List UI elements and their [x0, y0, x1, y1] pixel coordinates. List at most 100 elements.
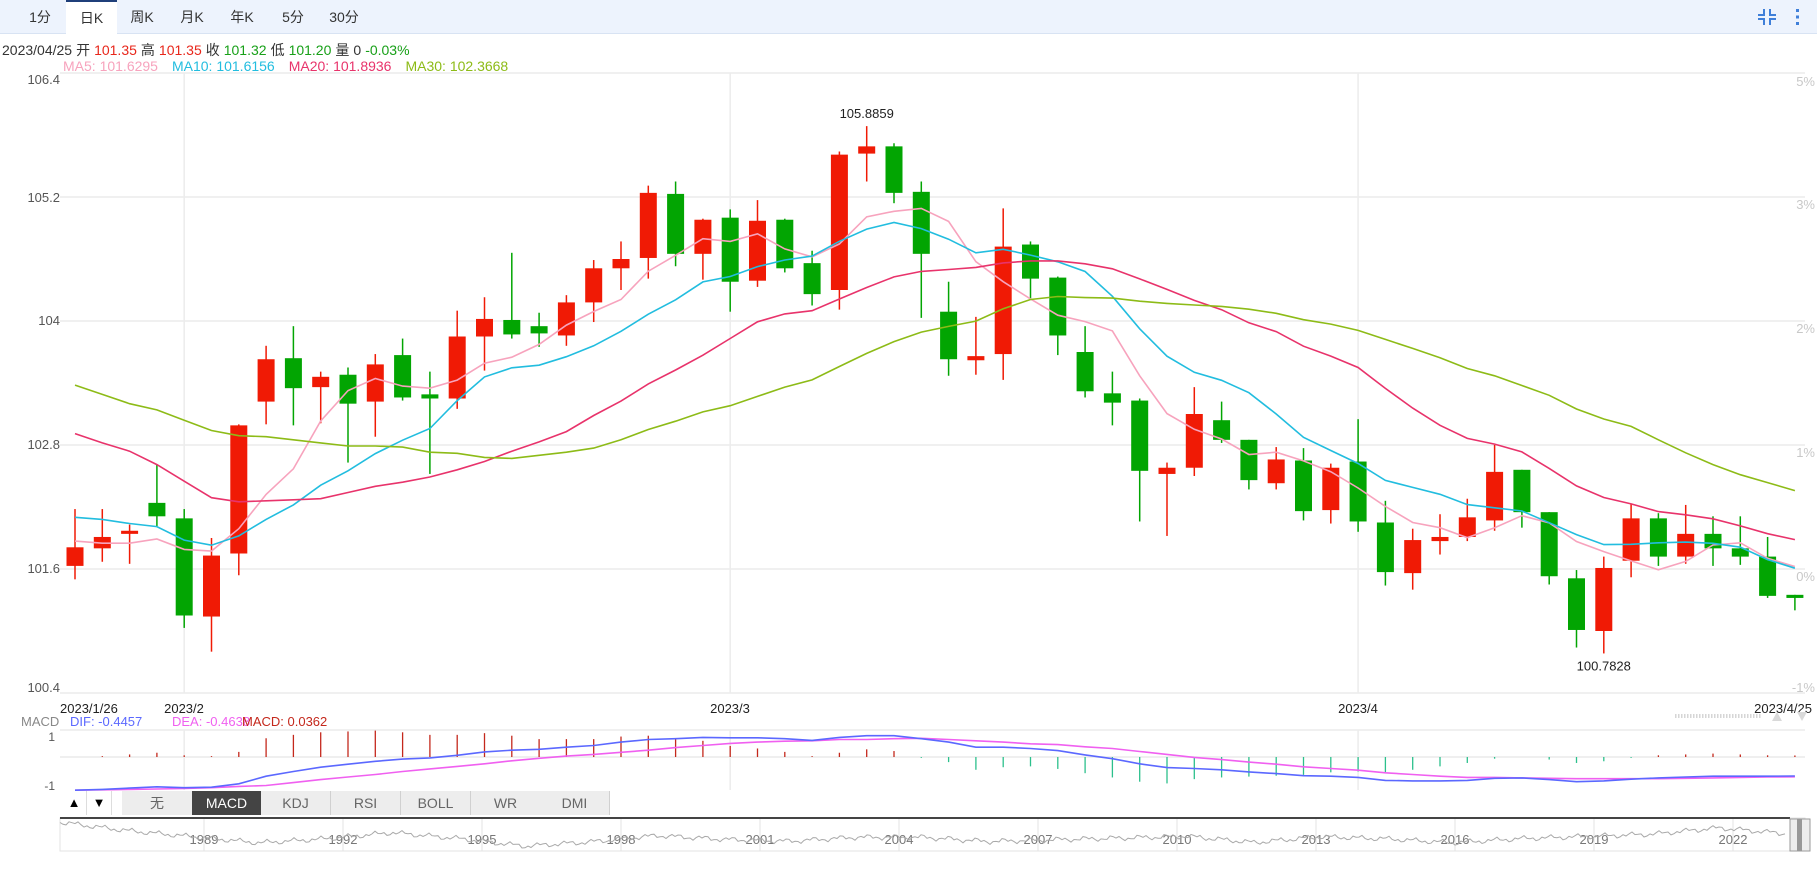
- candle-body: [1786, 594, 1804, 598]
- candle-body: [1076, 352, 1094, 392]
- close-label: 收: [205, 42, 220, 58]
- scroll-down-button[interactable]: ▼: [87, 791, 112, 815]
- price-tick: 104: [38, 313, 60, 328]
- candle-body: [257, 359, 275, 402]
- price-tick: 100.4: [27, 680, 60, 695]
- tab-macd[interactable]: MACD: [192, 791, 262, 815]
- candle-body: [1731, 548, 1749, 557]
- percent-tick: -1%: [1792, 680, 1816, 695]
- tab-5min[interactable]: 5分: [282, 9, 304, 25]
- tab-kdj[interactable]: KDJ: [261, 791, 331, 815]
- close-value: 101.32: [223, 42, 267, 58]
- date-label-apr: 2023/4: [1338, 701, 1378, 716]
- candle-body: [667, 193, 685, 254]
- macd-tick: -1: [44, 779, 55, 793]
- candle-body: [1677, 533, 1695, 557]
- panel-up-icon[interactable]: [1772, 712, 1782, 721]
- high-value: 101.35: [158, 42, 202, 58]
- tab-daily-k[interactable]: 日K: [66, 0, 117, 34]
- tab-rsi[interactable]: RSI: [331, 791, 401, 815]
- candle-body: [284, 358, 302, 389]
- candle-body: [530, 326, 548, 334]
- tab-30min[interactable]: 30分: [329, 9, 359, 25]
- candle-body: [885, 146, 903, 193]
- candle-body: [830, 154, 848, 290]
- candle-body: [1486, 471, 1504, 521]
- price-axis: 106.4 105.2 104 102.8 101.6 100.4: [27, 72, 60, 695]
- ma5-line: [74, 207, 1796, 571]
- ma30-legend: MA30: 102.3668: [405, 58, 509, 74]
- date-label-start: 2023/1/26: [60, 701, 118, 716]
- candle-body: [503, 319, 521, 335]
- tab-weekly-k[interactable]: 周K: [130, 9, 154, 25]
- candle-body: [1404, 540, 1422, 574]
- candle-body: [1759, 556, 1777, 596]
- candle-body: [1513, 469, 1531, 513]
- ma-legend: MA5: 101.6295 MA10: 101.6156 MA20: 101.893…: [63, 58, 522, 74]
- candle-body: [803, 263, 821, 295]
- candle-body: [1568, 578, 1585, 630]
- max-price-label: 105.8859: [840, 106, 894, 121]
- tab-1min[interactable]: 1分: [29, 9, 51, 25]
- tab-boll[interactable]: BOLL: [401, 791, 471, 815]
- navigator-year-label: 2004: [885, 832, 914, 847]
- candle-body: [1622, 518, 1640, 561]
- navigator[interactable]: 1989 1992 1995 1998 2001 2004 2007 2010 2013 2016…: [59, 817, 1811, 852]
- candle-body: [1185, 414, 1203, 468]
- panel-down-icon[interactable]: [1797, 712, 1807, 721]
- tab-monthly-k[interactable]: 月K: [180, 9, 204, 25]
- change-percent: -0.03%: [365, 42, 410, 58]
- tab-wr[interactable]: WR: [471, 791, 541, 815]
- candle-body: [148, 502, 166, 517]
- scroll-up-button[interactable]: ▲: [62, 791, 87, 815]
- candle-body: [776, 219, 794, 269]
- ohlc-info: 2023/04/25 开 101.35 高 101.35 收 101.32 低 101.20 量 0…: [2, 40, 414, 60]
- percent-tick: 5%: [1796, 74, 1815, 89]
- candle-body: [1595, 567, 1613, 631]
- low-label: 低: [270, 42, 285, 58]
- candle-body: [66, 547, 84, 566]
- percent-tick: 1%: [1796, 445, 1815, 460]
- dea-legend: DEA: -0.4638: [172, 714, 250, 729]
- navigator-frame: [59, 817, 1806, 852]
- candle-body: [339, 374, 357, 404]
- candle-body: [1213, 420, 1231, 440]
- candle-body: [1103, 393, 1121, 403]
- low-value: 101.20: [288, 42, 332, 58]
- candle-body: [230, 425, 248, 554]
- date-label-mar: 2023/3: [710, 701, 750, 716]
- candle-body: [1540, 512, 1558, 577]
- open-value: 101.35: [94, 42, 137, 58]
- tab-dmi[interactable]: DMI: [540, 791, 610, 815]
- candle-body: [1376, 522, 1394, 573]
- candle-body: [721, 217, 739, 282]
- navigator-year-label: 2010: [1163, 832, 1192, 847]
- date-label-feb: 2023/2: [164, 701, 204, 716]
- volume-value: 0: [353, 42, 362, 58]
- candle-body: [421, 394, 439, 399]
- more-vertical-icon[interactable]: [1795, 8, 1801, 31]
- candle-body: [612, 259, 630, 269]
- ma10-legend: MA10: 101.6156: [171, 58, 275, 74]
- navigator-handle-grip[interactable]: [1797, 819, 1802, 851]
- candle-body: [1295, 460, 1312, 512]
- navigator-year-label: 1992: [329, 832, 358, 847]
- compress-icon[interactable]: [1757, 8, 1777, 31]
- candle-body: [1322, 467, 1340, 511]
- ma-lines: [74, 207, 1796, 571]
- percent-tick: 0%: [1796, 569, 1815, 584]
- candle-body: [1049, 277, 1067, 336]
- navigator-year-label: 2022: [1719, 832, 1748, 847]
- candle-body: [366, 364, 384, 402]
- candle-body: [394, 355, 412, 398]
- percent-tick: 2%: [1796, 321, 1815, 336]
- tab-yearly-k[interactable]: 年K: [230, 9, 254, 25]
- candle-body: [1649, 518, 1667, 557]
- ma30-line: [74, 295, 1796, 492]
- ma5-legend: MA5: 101.6295: [63, 58, 158, 74]
- candle-body: [121, 530, 139, 534]
- navigator-year-label: 2019: [1580, 832, 1609, 847]
- high-label: 高: [140, 42, 155, 58]
- tab-none[interactable]: 无: [122, 791, 193, 815]
